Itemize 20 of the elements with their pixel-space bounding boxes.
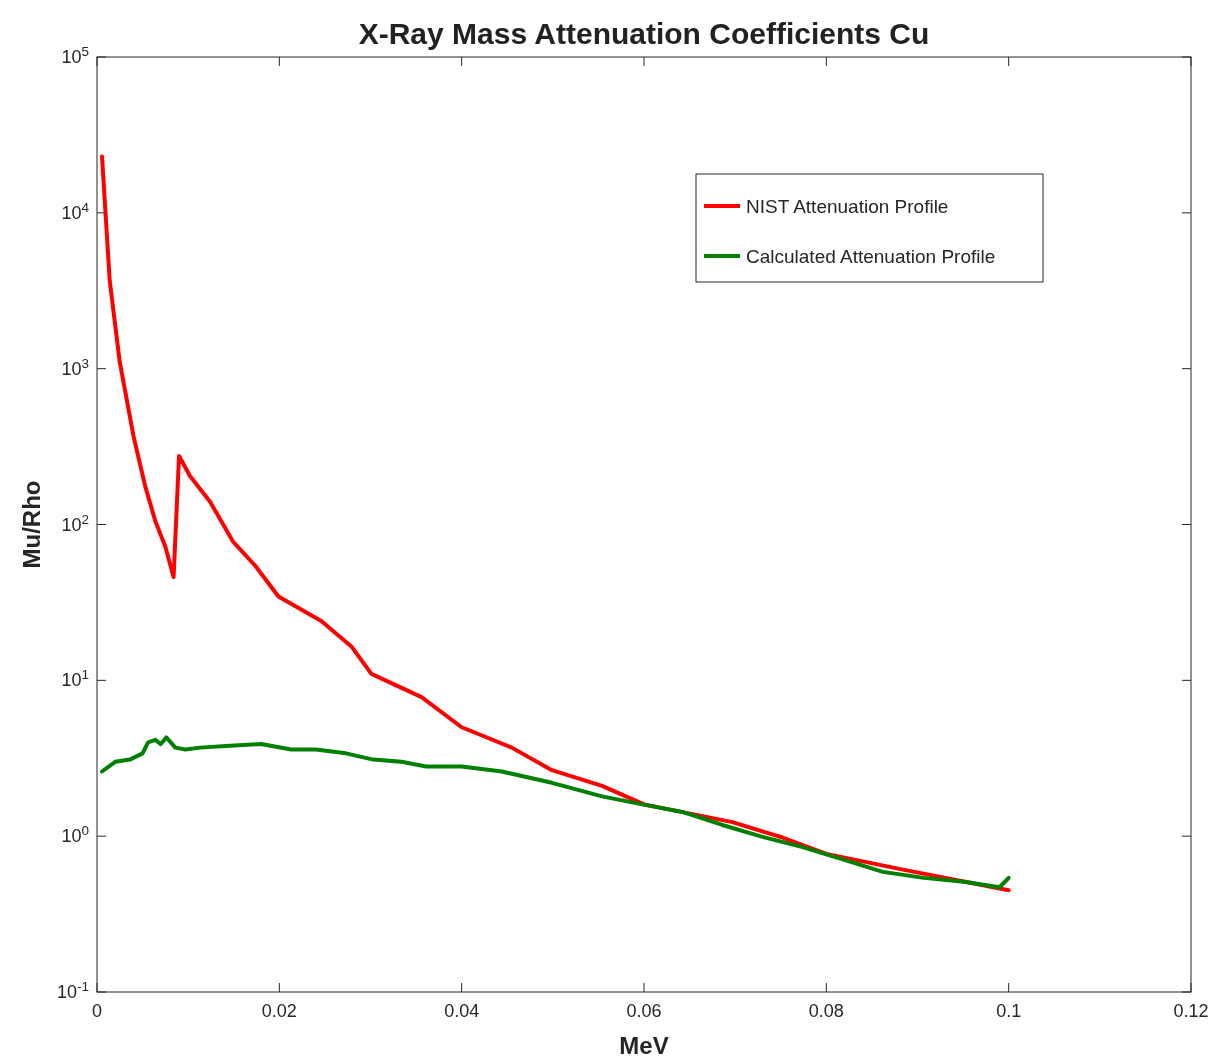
y-axis-title: Mu/Rho — [18, 480, 45, 569]
y-tick-label: 10$^{3}$ — [61, 355, 89, 379]
y-tick-label: 10$^{5}$ — [61, 43, 89, 67]
x-tick-label: 0.12 — [1173, 1001, 1209, 1021]
x-tick-label: 0.1 — [996, 1001, 1022, 1021]
y-tick-label: 10$^{2}$ — [61, 511, 89, 535]
y-tick-label: 10$^{4}$ — [61, 199, 90, 223]
legend-label: NIST Attenuation Profile — [746, 196, 949, 217]
x-tick-label: 0.04 — [444, 1001, 480, 1021]
y-tick-label: 10$^{-1}$ — [56, 978, 89, 1002]
chart-title: X-Ray Mass Attenuation Coefficients Cu — [358, 17, 930, 50]
x-tick-label: 0 — [91, 1001, 103, 1021]
x-axis-title: MeV — [619, 1032, 669, 1059]
y-tick-label: 10$^{0}$ — [61, 822, 89, 847]
x-tick-label: 0.08 — [808, 1001, 844, 1021]
y-tick-label: 10$^{1}$ — [61, 666, 89, 691]
line-series — [100, 735, 1011, 890]
x-tick-label: 0.02 — [261, 1001, 297, 1021]
legend-label: Calculated Attenuation Profile — [746, 246, 996, 267]
x-tick-label: 0.06 — [626, 1001, 662, 1021]
